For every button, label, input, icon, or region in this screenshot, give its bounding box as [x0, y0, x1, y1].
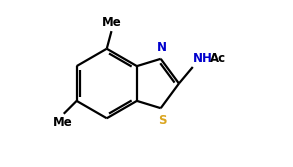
Text: Me: Me	[53, 116, 73, 129]
Text: N: N	[156, 41, 166, 54]
Text: Me: Me	[102, 16, 122, 29]
Text: S: S	[158, 114, 166, 127]
Text: Ac: Ac	[210, 52, 226, 65]
Text: NH: NH	[193, 52, 213, 65]
